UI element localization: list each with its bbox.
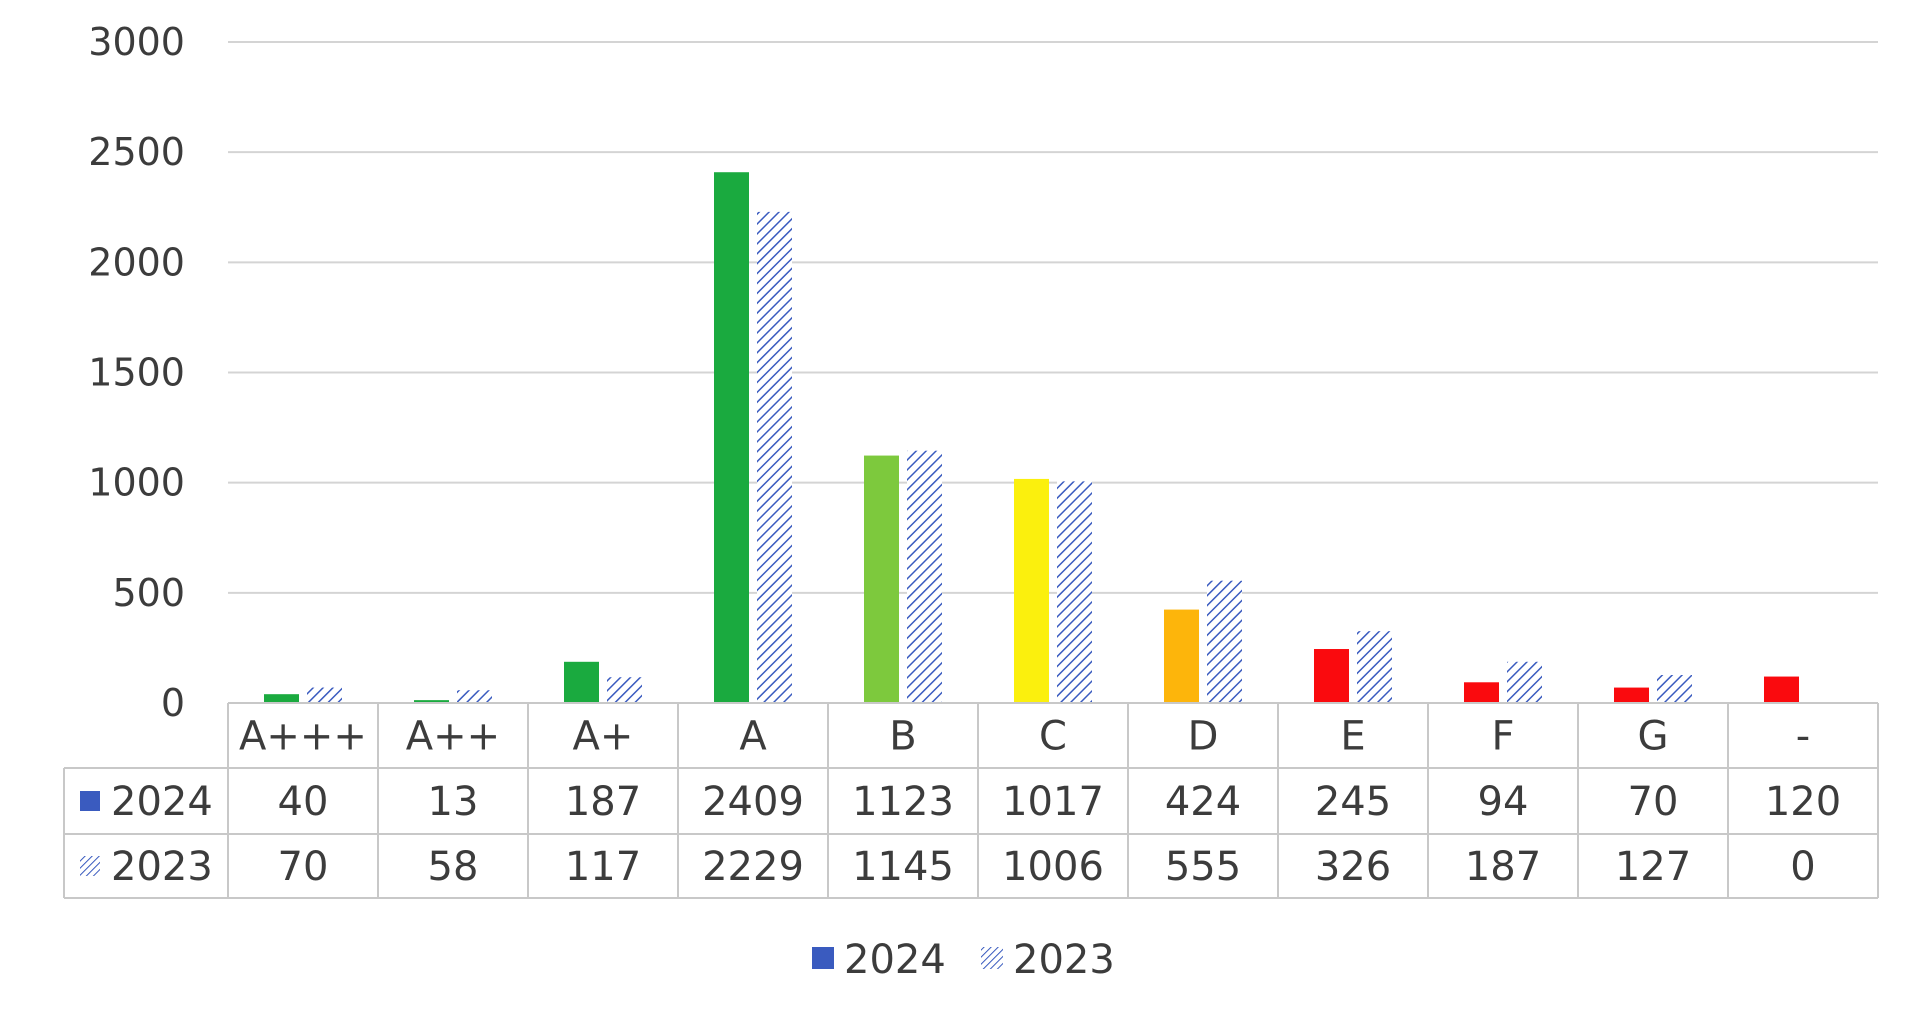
category-label: D <box>1188 714 1219 760</box>
category-label: A++ <box>406 714 500 760</box>
row-key-2023 <box>80 856 100 876</box>
y-tick-label: 1000 <box>88 461 185 505</box>
table-cell-2024: 424 <box>1165 779 1241 825</box>
bar-2023-8 <box>1357 631 1392 703</box>
bar-2024-5 <box>864 455 899 703</box>
table-cell-2024: 40 <box>278 779 329 825</box>
bar-2024-10 <box>1614 687 1649 703</box>
bar-2023-2 <box>457 690 492 703</box>
table-cell-2024: 94 <box>1478 779 1529 825</box>
table-cell-2024: 1017 <box>1002 779 1104 825</box>
table-cell-2023: 117 <box>565 844 641 890</box>
bar-2023-4 <box>757 211 792 703</box>
legend: 2024 2023 <box>812 937 1115 983</box>
bar-2024-1 <box>264 694 299 703</box>
data-table: A+++ 40 70 A++ 13 58 A+ 187 117 A 2409 2229 B 1123 114… <box>63 702 1879 899</box>
table-cell-2024: 245 <box>1315 779 1391 825</box>
table-cell-2023: 70 <box>278 844 329 890</box>
gridlines <box>228 41 1878 594</box>
bar-2024-4 <box>714 172 749 704</box>
legend-label-2024: 2024 <box>844 937 946 983</box>
row-key-2024 <box>80 791 100 811</box>
category-label: B <box>889 714 916 760</box>
table-cell-2023: 326 <box>1315 844 1391 890</box>
bar-2024-9 <box>1464 682 1499 703</box>
y-tick-label: 1500 <box>88 351 185 395</box>
y-tick-label: 500 <box>112 571 185 615</box>
table-cell-2024: 2409 <box>702 779 804 825</box>
bar-2024-3 <box>564 661 599 703</box>
table-cell-2023: 187 <box>1465 844 1541 890</box>
table-cell-2024: 13 <box>428 779 479 825</box>
category-label: C <box>1039 714 1067 760</box>
bars <box>264 172 1799 704</box>
table-cell-2023: 0 <box>1790 844 1815 890</box>
bar-2024-2 <box>414 700 449 703</box>
legend-key-2023 <box>981 947 1003 969</box>
bar-2023-1 <box>307 687 342 703</box>
table-cell-2024: 70 <box>1628 779 1679 825</box>
row-header-2023: 2023 <box>111 844 213 890</box>
row-header-2024: 2024 <box>111 779 213 825</box>
table-cell-2023: 2229 <box>702 844 804 890</box>
table-cell-2024: 187 <box>565 779 641 825</box>
y-tick-label: 2000 <box>88 240 185 284</box>
table-cell-2023: 1145 <box>852 844 954 890</box>
table-cell-2023: 555 <box>1165 844 1241 890</box>
bar-2024-6 <box>1014 478 1049 703</box>
bar-2024-8 <box>1314 649 1349 703</box>
legend-key-2024 <box>812 947 834 969</box>
category-label: A+ <box>573 714 634 760</box>
table-cell-2023: 58 <box>428 844 479 890</box>
bar-2023-7 <box>1207 580 1242 703</box>
legend-label-2023: 2023 <box>1013 937 1115 983</box>
table-cell-2024: 1123 <box>852 779 954 825</box>
table-cell-2024: 120 <box>1765 779 1841 825</box>
category-label: F <box>1491 714 1514 760</box>
bar-2024-11 <box>1764 676 1799 703</box>
category-label: A <box>739 714 767 760</box>
category-label: A+++ <box>239 714 367 760</box>
table-cell-2023: 127 <box>1615 844 1691 890</box>
y-tick-label: 3000 <box>88 20 185 64</box>
y-axis: 0 500 1000 1500 2000 2500 3000 <box>88 20 185 725</box>
category-label: - <box>1796 714 1810 760</box>
bar-2023-6 <box>1057 481 1092 703</box>
bar-2023-10 <box>1657 675 1692 703</box>
y-tick-label: 2500 <box>88 130 185 174</box>
bar-2023-5 <box>907 450 942 703</box>
bar-2024-7 <box>1164 609 1199 703</box>
table-cell-2023: 1006 <box>1002 844 1104 890</box>
y-tick-label: 0 <box>161 681 185 725</box>
bar-2023-9 <box>1507 661 1542 703</box>
category-label: E <box>1340 714 1365 760</box>
category-label: G <box>1638 714 1669 760</box>
bar-2023-3 <box>607 677 642 703</box>
